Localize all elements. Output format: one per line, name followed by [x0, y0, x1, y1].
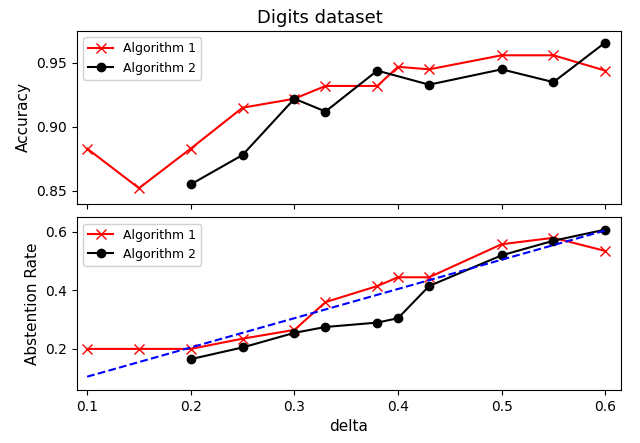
- Algorithm 1: [425, 275, 433, 280]
- Algorithm 2: [550, 79, 557, 85]
- Algorithm 2: [394, 315, 402, 321]
- Algorithm 1: [425, 67, 433, 72]
- Algorithm 2: [322, 324, 330, 330]
- Algorithm 1: [602, 68, 609, 73]
- Algorithm 2: [425, 82, 433, 87]
- Algorithm 2: [374, 68, 381, 73]
- Text: Digits dataset: Digits dataset: [257, 9, 383, 27]
- X-axis label: delta: delta: [330, 419, 368, 434]
- Legend: Algorithm 1, Algorithm 2: Algorithm 1, Algorithm 2: [83, 37, 201, 79]
- Algorithm 2: [550, 238, 557, 243]
- Algorithm 1: [83, 346, 91, 352]
- Algorithm 1: [394, 275, 402, 280]
- Line: Algorithm 1: Algorithm 1: [83, 51, 610, 193]
- Algorithm 1: [374, 83, 381, 89]
- Algorithm 2: [239, 345, 246, 350]
- Line: Algorithm 2: Algorithm 2: [187, 39, 609, 189]
- Algorithm 1: [291, 327, 298, 333]
- Algorithm 2: [602, 227, 609, 232]
- Line: Algorithm 2: Algorithm 2: [187, 225, 609, 363]
- Algorithm 1: [135, 186, 143, 191]
- Y-axis label: Accuracy: Accuracy: [16, 82, 31, 152]
- Algorithm 1: [394, 64, 402, 70]
- Algorithm 1: [239, 336, 246, 341]
- Algorithm 1: [135, 346, 143, 352]
- Algorithm 1: [291, 96, 298, 101]
- Algorithm 2: [291, 96, 298, 101]
- Algorithm 2: [187, 357, 195, 362]
- Algorithm 1: [498, 241, 506, 247]
- Algorithm 1: [83, 146, 91, 151]
- Algorithm 2: [602, 40, 609, 45]
- Algorithm 1: [239, 105, 246, 110]
- Algorithm 2: [239, 152, 246, 158]
- Algorithm 1: [187, 146, 195, 151]
- Algorithm 1: [374, 284, 381, 289]
- Algorithm 1: [498, 53, 506, 58]
- Y-axis label: Abstention Rate: Abstention Rate: [24, 242, 40, 365]
- Algorithm 2: [187, 182, 195, 187]
- Algorithm 1: [187, 346, 195, 352]
- Algorithm 2: [322, 109, 330, 114]
- Algorithm 1: [550, 235, 557, 241]
- Algorithm 1: [322, 299, 330, 305]
- Algorithm 1: [550, 53, 557, 58]
- Algorithm 2: [498, 253, 506, 258]
- Algorithm 1: [602, 248, 609, 253]
- Legend: Algorithm 1, Algorithm 2: Algorithm 1, Algorithm 2: [83, 224, 201, 266]
- Algorithm 1: [322, 83, 330, 89]
- Algorithm 2: [425, 284, 433, 289]
- Algorithm 2: [498, 67, 506, 72]
- Algorithm 2: [291, 330, 298, 335]
- Algorithm 2: [374, 320, 381, 325]
- Line: Algorithm 1: Algorithm 1: [83, 233, 610, 354]
